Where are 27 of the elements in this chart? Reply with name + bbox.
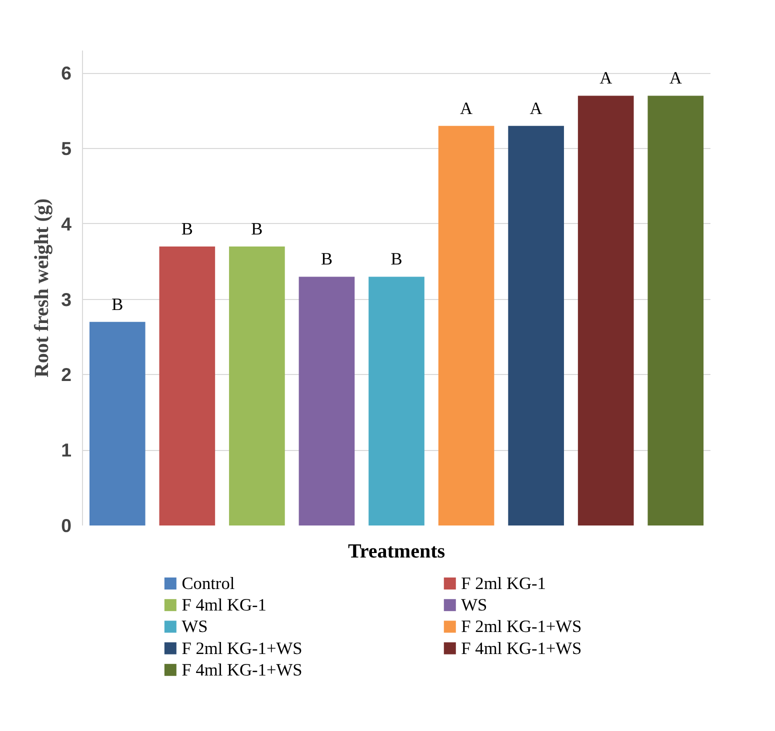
y-axis-title: Root fresh weight (g) bbox=[31, 198, 54, 378]
data-label: B bbox=[112, 294, 124, 314]
y-tick-label: 4 bbox=[61, 213, 72, 234]
y-tick-label: 2 bbox=[61, 364, 72, 386]
y-tick-label: 5 bbox=[61, 138, 72, 160]
legend-label: F 4ml KG-1+WS bbox=[461, 638, 582, 658]
y-tick-label: 6 bbox=[61, 62, 72, 84]
data-label: B bbox=[251, 220, 263, 239]
data-label: B bbox=[390, 250, 402, 269]
legend-label: WS bbox=[182, 617, 208, 636]
x-axis-title: Treatments bbox=[348, 540, 446, 562]
data-label: A bbox=[530, 98, 543, 118]
legend-label: WS bbox=[461, 596, 488, 615]
legend-label: F 2ml KG-1 bbox=[461, 574, 546, 593]
legend-label: F 2ml KG-1+WS bbox=[461, 617, 582, 636]
data-label: B bbox=[320, 250, 333, 269]
y-tick-label: 3 bbox=[61, 288, 72, 310]
legend-label: F 2ml KG-1+WS bbox=[182, 638, 302, 658]
data-label: B bbox=[181, 220, 193, 239]
legend-label: F 4ml KG-1+WS bbox=[182, 660, 302, 680]
data-label: A bbox=[460, 98, 474, 118]
y-tick-label: 1 bbox=[61, 440, 72, 461]
y-tick-label: 0 bbox=[61, 515, 72, 536]
data-label: A bbox=[600, 68, 613, 88]
legend-label: F 4ml KG-1 bbox=[182, 596, 266, 615]
data-label: A bbox=[669, 68, 682, 88]
legend-label: Control bbox=[182, 574, 235, 593]
